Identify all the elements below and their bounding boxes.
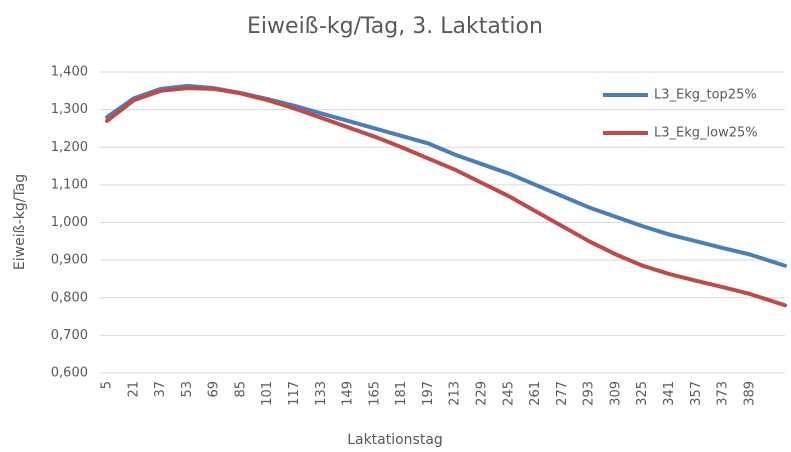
x-tick-label: 261 [528,381,543,406]
x-tick-label: 117 [287,381,302,406]
y-tick-label: 1,100 [51,177,88,192]
y-tick-label: 1,000 [51,215,88,230]
x-tick-label: 5 [100,381,115,389]
y-axis-label: Eiweiß-kg/Tag [12,174,28,270]
x-tick-label: 325 [635,381,650,406]
series-line [105,86,787,308]
x-tick-label: 53 [180,381,195,398]
y-tick-label: 0,600 [51,366,88,381]
legend-label: L3_Ekg_low25% [654,126,758,141]
x-tick-label: 37 [153,381,168,398]
x-tick-label: 101 [260,381,275,406]
series-line [105,83,787,268]
x-tick-label: 229 [474,381,489,406]
x-axis-label: Laktationstag [347,432,443,448]
x-tick-label: 149 [341,381,356,406]
legend-label: L3_Ekg_top25% [654,88,757,103]
x-tick-label: 21 [126,381,141,398]
x-tick-label: 389 [742,381,757,406]
x-tick-label: 133 [314,381,329,406]
y-tick-label: 1,300 [51,102,88,117]
x-tick-label: 309 [608,381,623,406]
x-tick-label: 85 [233,381,248,398]
x-tick-label: 277 [555,381,570,406]
x-tick-label: 165 [367,381,382,406]
y-tick-label: 0,700 [51,328,88,343]
x-tick-label: 245 [501,381,516,406]
y-tick-label: 1,400 [51,65,88,80]
x-tick-label: 197 [421,381,436,406]
x-tick-label: 357 [689,381,704,406]
y-tick-label: 0,900 [51,253,88,268]
x-tick-label: 293 [582,381,597,406]
y-tick-label: 0,800 [51,290,88,305]
y-tick-label: 1,200 [51,140,88,155]
x-tick-label: 181 [394,381,409,406]
x-tick-label: 69 [207,381,222,398]
chart-title: Eiweiß-kg/Tag, 3. Laktation [247,14,543,39]
x-tick-label: 341 [662,381,677,406]
x-tick-label: 373 [716,381,731,406]
x-tick-label: 213 [448,381,463,406]
